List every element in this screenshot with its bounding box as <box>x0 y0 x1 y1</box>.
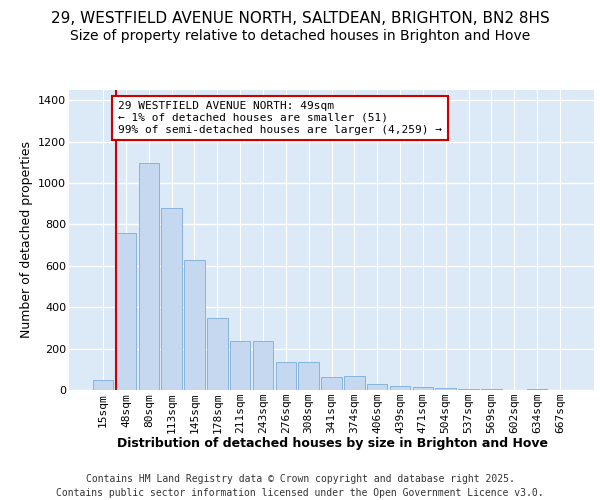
Bar <box>344 376 365 390</box>
Bar <box>230 342 250 390</box>
Bar <box>527 389 547 390</box>
Text: Size of property relative to detached houses in Brighton and Hove: Size of property relative to detached ho… <box>70 29 530 43</box>
Bar <box>161 208 182 390</box>
Text: Contains HM Land Registry data © Crown copyright and database right 2025.
Contai: Contains HM Land Registry data © Crown c… <box>56 474 544 498</box>
Text: 29, WESTFIELD AVENUE NORTH, SALTDEAN, BRIGHTON, BN2 8HS: 29, WESTFIELD AVENUE NORTH, SALTDEAN, BR… <box>50 11 550 26</box>
Bar <box>436 388 456 390</box>
Text: 29 WESTFIELD AVENUE NORTH: 49sqm
← 1% of detached houses are smaller (51)
99% of: 29 WESTFIELD AVENUE NORTH: 49sqm ← 1% of… <box>118 102 442 134</box>
Bar <box>367 384 388 390</box>
Bar <box>390 386 410 390</box>
Text: Distribution of detached houses by size in Brighton and Hove: Distribution of detached houses by size … <box>117 438 548 450</box>
Bar <box>184 260 205 390</box>
Bar <box>207 318 227 390</box>
Bar <box>253 342 273 390</box>
Bar <box>93 380 113 390</box>
Bar <box>458 389 479 390</box>
Y-axis label: Number of detached properties: Number of detached properties <box>20 142 32 338</box>
Bar <box>321 376 342 390</box>
Bar <box>298 362 319 390</box>
Bar <box>116 233 136 390</box>
Bar <box>275 362 296 390</box>
Bar <box>139 164 159 390</box>
Bar <box>413 387 433 390</box>
